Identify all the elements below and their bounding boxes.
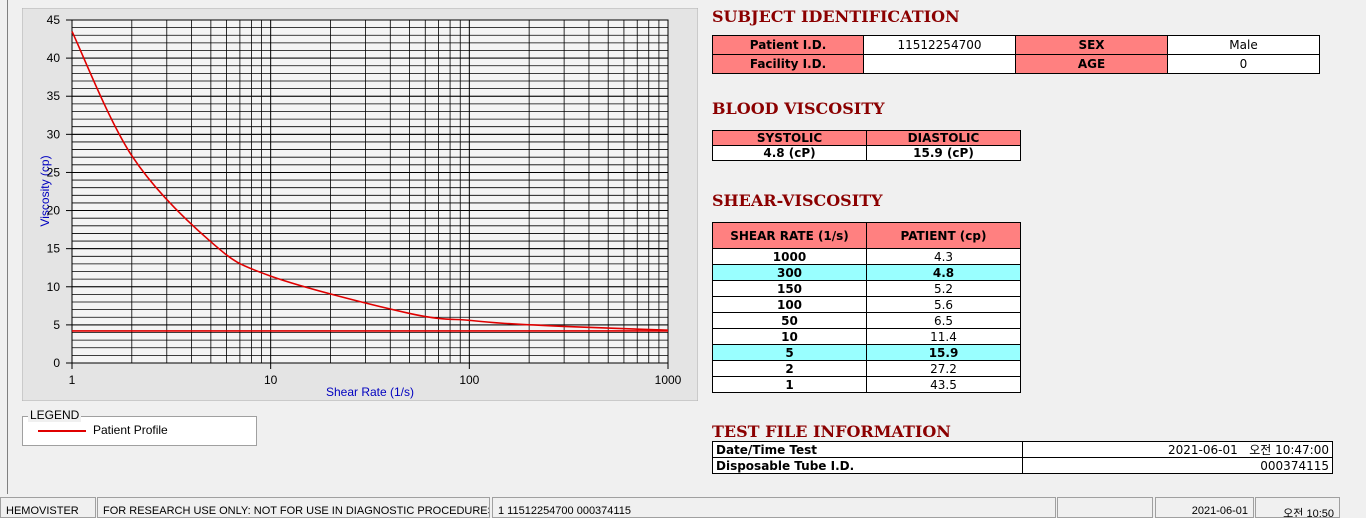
- y-tick-label: 20: [47, 204, 61, 218]
- field-label: Patient I.D.: [712, 35, 864, 55]
- shear-rate: 1000: [712, 248, 867, 265]
- status-segment: 2021-06-01: [1155, 497, 1254, 518]
- y-tick-label: 10: [47, 280, 61, 294]
- field-value: 0: [1167, 54, 1320, 74]
- x-tick-label: 1: [69, 373, 76, 387]
- viscosity-value: 6.5: [866, 312, 1021, 329]
- field-label: Facility I.D.: [712, 54, 864, 74]
- viscosity-value: 43.5: [866, 376, 1021, 393]
- section-title: BLOOD VISCOSITY: [712, 99, 885, 118]
- column-header: SYSTOLIC: [712, 130, 867, 146]
- y-tick-label: 15: [47, 242, 61, 256]
- shear-rate: 5: [712, 344, 867, 361]
- section-title: SHEAR-VISCOSITY: [712, 191, 883, 210]
- x-axis-label: Shear Rate (1/s): [326, 385, 414, 399]
- status-segment: HEMOVISTER: [0, 497, 96, 518]
- shear-rate: 50: [712, 312, 867, 329]
- viscosity-value: 27.2: [866, 360, 1021, 377]
- window-edge: [0, 0, 8, 494]
- column-header: SHEAR RATE (1/s): [712, 222, 867, 249]
- viscosity-value: 4.8: [866, 264, 1021, 281]
- shear-rate: 2: [712, 360, 867, 377]
- status-segment: 오전 10:50: [1255, 497, 1340, 518]
- viscosity-value: 4.8 (cP): [712, 145, 867, 161]
- status-segment: [1057, 497, 1153, 518]
- field-label: SEX: [1015, 35, 1168, 55]
- x-tick-label: 1000: [655, 373, 682, 387]
- y-tick-label: 30: [47, 127, 61, 141]
- status-segment: FOR RESEARCH USE ONLY: NOT FOR USE IN DI…: [97, 497, 490, 518]
- data-line: [71, 31, 669, 332]
- x-tick-label: 10: [264, 373, 278, 387]
- field-label: Date/Time Test: [712, 441, 1023, 458]
- field-value: 000374115: [1022, 457, 1333, 474]
- chart-panel: Shear Rate (1/s) Viscosity (cp) 0 5 10 15 20…: [22, 8, 698, 401]
- y-tick-label: 40: [47, 51, 61, 65]
- field-label: AGE: [1015, 54, 1168, 74]
- viscosity-value: 5.2: [866, 280, 1021, 297]
- shear-rate: 300: [712, 264, 867, 281]
- plot-area: [71, 19, 669, 364]
- column-header: DIASTOLIC: [866, 130, 1021, 146]
- field-label: Disposable Tube I.D.: [712, 457, 1023, 474]
- shear-rate: 1: [712, 376, 867, 393]
- shear-rate: 150: [712, 280, 867, 297]
- field-value: [863, 54, 1016, 74]
- legend-label: Patient Profile: [93, 423, 168, 437]
- viscosity-value: 11.4: [866, 328, 1021, 345]
- y-axis-label: Viscosity (cp): [38, 155, 52, 226]
- y-tick-label: 35: [47, 89, 61, 103]
- viscosity-value: 15.9 (cP): [866, 145, 1021, 161]
- field-value: Male: [1167, 35, 1320, 55]
- legend-title: LEGEND: [28, 408, 82, 422]
- section-title: TEST FILE INFORMATION: [712, 422, 951, 441]
- field-value: 2021-06-01 오전 10:47:00: [1022, 441, 1333, 458]
- field-value: 11512254700: [863, 35, 1016, 55]
- x-tick-label: 100: [459, 373, 479, 387]
- viscosity-value: 15.9: [866, 344, 1021, 361]
- section-title: SUBJECT IDENTIFICATION: [712, 7, 960, 26]
- column-header: PATIENT (cp): [866, 222, 1021, 249]
- status-segment: 1 11512254700 000374115: [492, 497, 1056, 518]
- legend-icons: [38, 430, 86, 432]
- viscosity-value: 4.3: [866, 248, 1021, 265]
- shear-rate: 10: [712, 328, 867, 345]
- y-tick-label: 5: [53, 318, 60, 332]
- shear-rate: 100: [712, 296, 867, 313]
- y-tick-label: 45: [47, 13, 61, 27]
- y-tick-label: 0: [53, 356, 60, 370]
- viscosity-value: 5.6: [866, 296, 1021, 313]
- y-tick-label: 25: [47, 165, 61, 179]
